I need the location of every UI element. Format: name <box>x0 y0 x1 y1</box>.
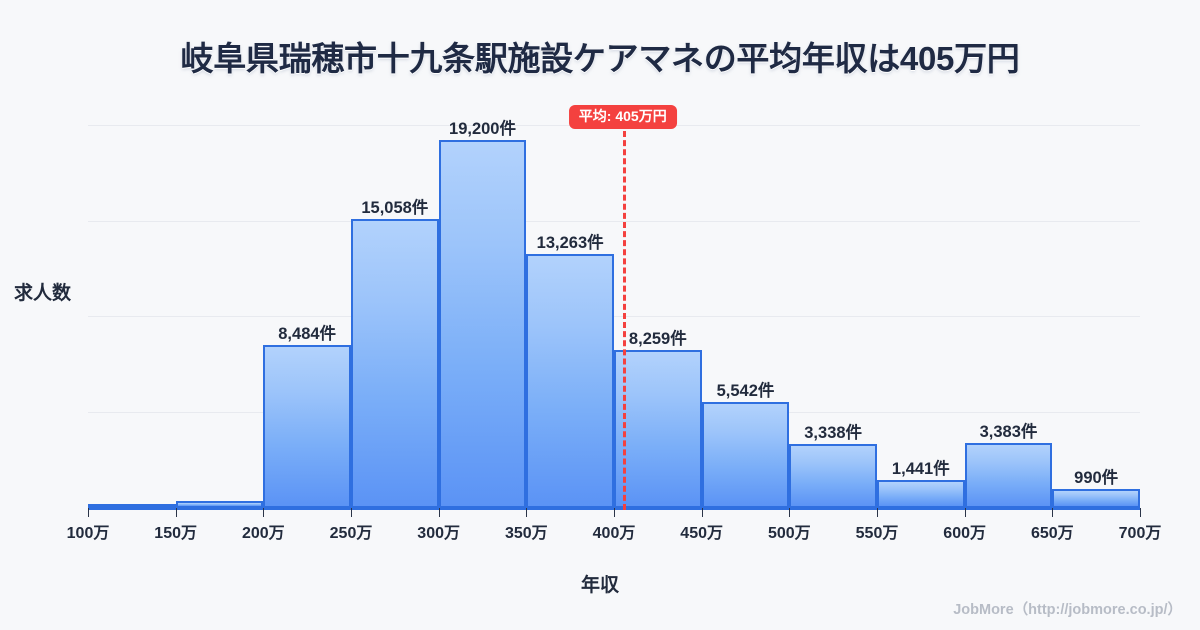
average-badge: 平均: 405万円 <box>568 105 677 130</box>
x-tick-mark <box>789 508 791 517</box>
bar-value-label: 8,259件 <box>628 329 687 348</box>
footer-credit: JobMore（http://jobmore.co.jp/） <box>953 602 1182 618</box>
x-tick-mark <box>877 508 878 517</box>
x-tick-mark <box>438 508 440 517</box>
bar <box>1052 489 1140 508</box>
bar <box>175 500 264 508</box>
bar <box>351 219 439 508</box>
bar-value-label: 19,200件 <box>449 120 516 139</box>
bar-value-label: 1,441件 <box>891 460 950 479</box>
average-line-icon <box>622 131 626 510</box>
x-tick-label: 550万 <box>855 525 899 542</box>
bar <box>88 504 176 508</box>
x-tick-mark <box>964 508 966 517</box>
x-tick-mark <box>701 508 703 517</box>
y-axis-title: 求人数 <box>14 283 72 304</box>
bar-value-label: 5,542件 <box>716 381 775 400</box>
x-tick-label: 650万 <box>1030 525 1074 542</box>
bar <box>526 253 614 508</box>
x-tick-mark <box>1052 508 1054 517</box>
x-tick-label: 350万 <box>504 525 548 542</box>
bar <box>438 140 527 508</box>
bar <box>701 401 790 508</box>
bar-value-label: 8,484件 <box>278 325 337 344</box>
bar <box>877 480 965 508</box>
x-axis-title: 年収 <box>580 575 619 596</box>
x-tick-label: 100万 <box>66 525 110 542</box>
x-tick-mark <box>526 508 528 517</box>
bar <box>263 345 351 508</box>
bar <box>964 443 1053 508</box>
x-tick-label: 700万 <box>1118 525 1162 542</box>
x-tick-mark <box>1140 508 1141 517</box>
x-tick-mark <box>88 508 89 517</box>
chart-title: 岐阜県瑞穂市十九条駅施設ケアマネの平均年収は405万円 <box>180 40 1020 77</box>
x-tick-mark <box>351 508 352 517</box>
x-tick-label: 250万 <box>329 525 373 542</box>
bar-value-label: 15,058件 <box>361 199 429 218</box>
x-tick-mark <box>175 508 177 517</box>
gridline <box>88 220 1140 222</box>
bar-value-label: 990件 <box>1074 469 1119 488</box>
x-tick-label: 500万 <box>767 525 811 542</box>
plot-area <box>88 96 1140 508</box>
x-tick-label: 200万 <box>241 525 285 542</box>
x-tick-label: 450万 <box>680 525 724 542</box>
bar-value-label: 3,338件 <box>804 424 863 443</box>
bar <box>614 349 702 508</box>
gridline <box>88 316 1140 318</box>
bar <box>789 444 877 508</box>
x-tick-label: 300万 <box>417 525 461 542</box>
x-tick-label: 600万 <box>943 525 987 542</box>
bar-value-label: 3,383件 <box>979 423 1038 442</box>
x-tick-label: 400万 <box>592 525 636 542</box>
x-tick-mark <box>614 508 615 517</box>
x-tick-mark <box>263 508 265 517</box>
x-tick-label: 150万 <box>154 525 198 542</box>
bar-value-label: 13,263件 <box>536 233 604 252</box>
